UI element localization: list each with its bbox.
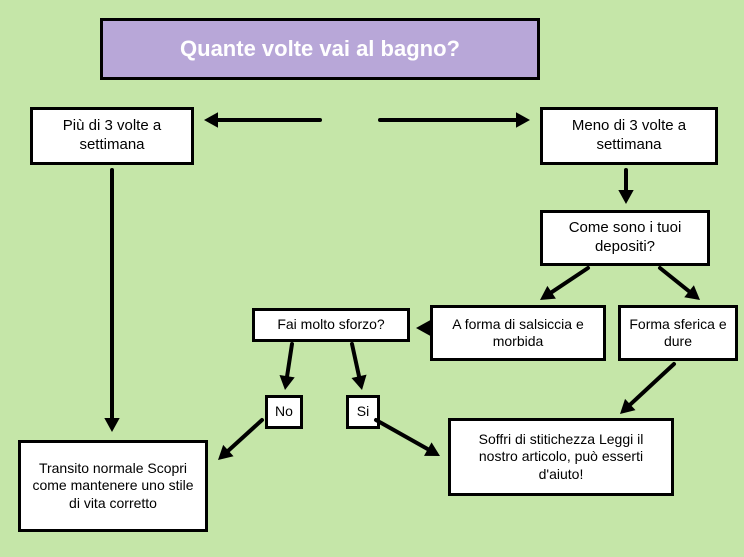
node-title: Quante volte vai al bagno?: [100, 18, 540, 80]
node-constip: Soffri di stitichezza Leggi il nostro ar…: [448, 418, 674, 496]
node-effort: Fai molto sforzo?: [252, 308, 410, 342]
node-sphere: Forma sferica e dure: [618, 305, 738, 361]
node-si: Si: [346, 395, 380, 429]
node-no: No: [265, 395, 303, 429]
node-deposits: Come sono i tuoi depositi?: [540, 210, 710, 266]
node-sausage: A forma di salsiccia e morbida: [430, 305, 606, 361]
node-normal: Transito normale Scopri come mantenere u…: [18, 440, 208, 532]
node-more3: Più di 3 volte a settimana: [30, 107, 194, 165]
node-less3: Meno di 3 volte a settimana: [540, 107, 718, 165]
